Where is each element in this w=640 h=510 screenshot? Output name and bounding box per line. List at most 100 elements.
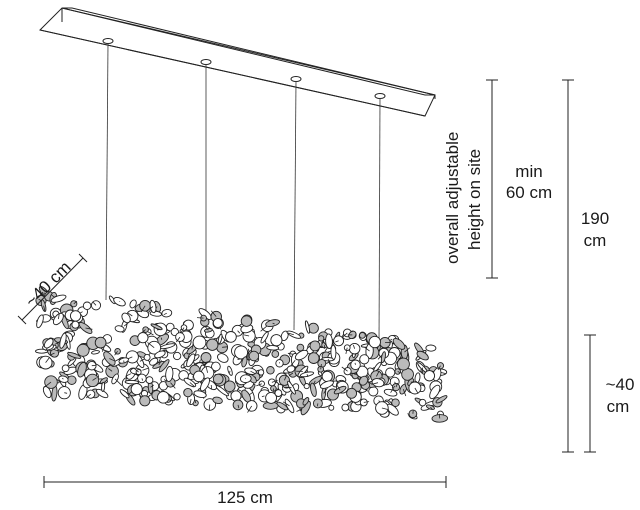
cluster-ornament (211, 361, 221, 372)
cluster-stem (272, 322, 275, 325)
cluster-ornament (304, 320, 311, 334)
cluster-stem (196, 317, 204, 319)
cluster-stem (244, 334, 250, 337)
cluster-stem (175, 336, 181, 343)
cluster-stem (271, 379, 278, 383)
cluster-stem (141, 378, 144, 381)
cluster-ornament (121, 312, 131, 324)
cluster-ornament (172, 351, 182, 361)
cable-4 (378, 97, 381, 346)
cluster-stem (288, 372, 294, 377)
cluster-ornament (425, 404, 435, 410)
cluster-stem (160, 337, 163, 340)
cluster-ornament (265, 391, 278, 404)
cluster-stem (284, 375, 287, 381)
cluster-stem (101, 346, 105, 352)
cluster-stem (249, 391, 254, 395)
adjustable-label-line1: overall adjustable (443, 132, 462, 264)
cluster-ornament (274, 389, 283, 397)
cluster-ornament (423, 370, 436, 382)
cluster-stem (404, 347, 411, 353)
cluster-ornament (119, 389, 130, 399)
cluster-ornament (145, 376, 154, 384)
cluster-ornament (425, 344, 437, 352)
cluster-stem (73, 300, 78, 305)
cable-3 (293, 80, 297, 331)
cluster-ornament (35, 348, 49, 354)
cluster-ornament (391, 398, 400, 407)
cluster-ornament (212, 373, 224, 385)
cluster-ornament (429, 384, 441, 400)
cluster-stem (316, 403, 319, 407)
cluster-ornament (416, 350, 429, 361)
cluster-ornament (325, 333, 333, 349)
cluster-ornament (137, 332, 149, 344)
cluster-stem (402, 388, 407, 397)
cluster-stem (140, 305, 146, 313)
cluster-stem (414, 387, 419, 394)
cluster-stem (341, 366, 348, 372)
cluster-ornament (270, 334, 283, 347)
cluster-ornament (36, 314, 44, 329)
cluster-stem (437, 365, 441, 371)
cluster-ornament (124, 379, 140, 385)
depth-label: ~40 cm (21, 258, 74, 311)
cluster-ornament (319, 380, 334, 389)
cluster-ornament (101, 381, 106, 392)
cluster-ornament (271, 350, 280, 358)
cluster-ornament (78, 322, 93, 334)
body-label-line2: cm (607, 397, 630, 416)
cluster-stem (85, 327, 93, 330)
body-label-line1: ~40 (606, 375, 635, 394)
cluster-stem (85, 393, 91, 399)
cluster-stem (381, 407, 389, 411)
cluster-stem (205, 366, 208, 373)
cluster-stem (150, 384, 155, 388)
cluster-stem (395, 382, 398, 388)
cluster-ornament (346, 387, 358, 399)
cluster-ornament (341, 403, 350, 412)
cluster-stem (38, 298, 42, 301)
cluster-stem (237, 404, 240, 409)
cluster-ornament (94, 336, 107, 349)
cluster-stem (114, 378, 123, 386)
cluster-ornament (67, 351, 82, 359)
cluster-ornament (318, 335, 325, 342)
cluster-stem (204, 325, 209, 331)
cluster-ornament (348, 342, 361, 355)
cluster-ornament (193, 390, 207, 399)
cluster-ornament (183, 387, 193, 398)
cluster-ornament (118, 357, 129, 364)
cluster-ornament (225, 331, 237, 343)
cluster-ornament (257, 369, 265, 376)
cluster-stem (222, 346, 228, 348)
cluster-ornament (129, 299, 137, 309)
cluster-ornament (217, 333, 223, 345)
cluster-ornament (241, 356, 248, 368)
cluster-stem (320, 364, 322, 370)
cluster-stem (372, 382, 379, 385)
cluster-stem (247, 405, 253, 413)
cluster-ornament (359, 332, 366, 339)
cluster-ornament (193, 370, 205, 383)
cluster-ornament (50, 294, 67, 303)
cluster-stem (170, 382, 176, 389)
cluster-stem (345, 347, 348, 354)
cluster-stem (287, 352, 293, 355)
cluster-ornament (294, 349, 309, 361)
canopy-hole-4 (374, 93, 386, 99)
cluster-ornament (230, 390, 242, 402)
cluster-stem (261, 395, 265, 398)
flower-cluster-body (35, 285, 449, 423)
cluster-stem (363, 401, 370, 403)
cluster-ornament (286, 365, 296, 373)
cluster-stem (92, 302, 97, 306)
cluster-stem (354, 362, 356, 365)
cluster-ornament (67, 375, 77, 385)
cluster-stem (430, 406, 433, 410)
cluster-ornament (303, 383, 310, 390)
cluster-stem (189, 382, 195, 387)
width-dimension: 125 cm (43, 476, 447, 507)
cluster-ornament (328, 404, 335, 411)
cluster-ornament (385, 367, 396, 378)
